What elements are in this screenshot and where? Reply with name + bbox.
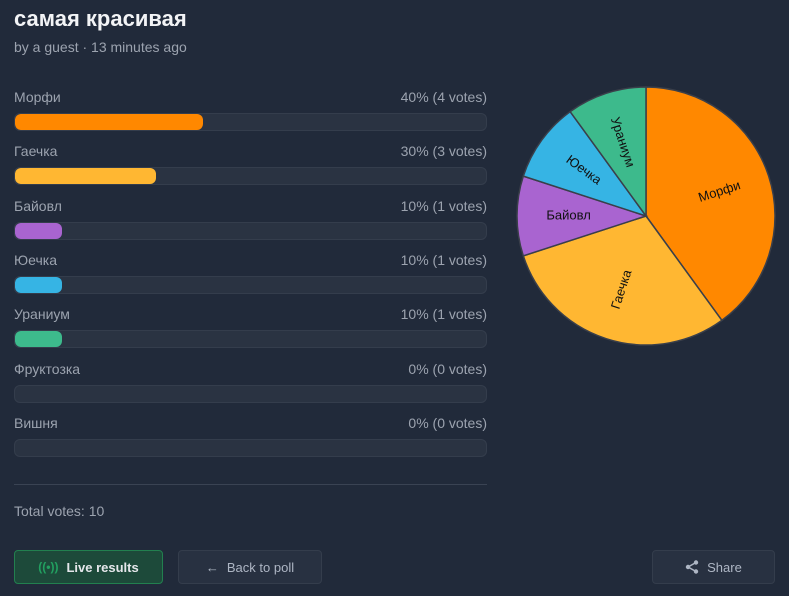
option-result: 10% (1 votes) [400,251,487,268]
poll-option: Гаечка 30% (3 votes) [14,143,487,186]
pie-slice [522,110,648,218]
option-result: 10% (1 votes) [400,306,487,323]
option-label: Ураниум [14,306,70,323]
progress-track [14,167,487,186]
option-label: Байовл [14,197,62,214]
progress-fill [15,222,63,239]
back-to-poll-button[interactable]: ← Back to poll [178,550,322,584]
progress-track [14,113,487,131]
poll-title: самая красивая [14,6,187,31]
poll-option: Вишня 0% (0 votes) [14,415,487,457]
poll-subtitle: by a guest · 13 minutes ago [14,39,187,55]
share-icon [685,560,699,574]
pie-slice [516,175,649,257]
option-result: 30% (3 votes) [400,143,487,160]
option-result: 40% (4 votes) [400,89,487,105]
poll-option: Юечка 10% (1 votes) [14,252,487,294]
pie-slice [522,215,723,346]
option-label: Вишня [14,414,58,431]
divider [14,484,487,485]
broadcast-icon: ((•)) [38,560,59,574]
option-label: Морфи [14,89,61,105]
poll-option: Фруктозка 0% (0 votes) [14,361,487,403]
progress-fill [15,168,157,185]
option-result: 0% (0 votes) [408,360,487,377]
progress-track [14,275,487,294]
poll-option: Ураниум 10% (1 votes) [14,306,487,349]
pie-slice [645,86,776,322]
progress-track [14,330,487,349]
progress-fill [15,276,63,293]
progress-fill [15,331,63,348]
progress-fill [15,114,204,130]
option-label: Гаечка [14,143,58,160]
live-results-button[interactable]: ((•)) Live results [14,550,163,584]
option-result: 0% (0 votes) [408,414,487,431]
progress-track [14,384,487,403]
pie-label: Байовл [546,207,590,222]
poll-option: Морфи 40% (4 votes) [14,89,487,131]
share-button[interactable]: Share [652,550,775,584]
progress-track [14,438,487,457]
arrow-left-icon: ← [205,559,219,575]
poll-option: Байовл 10% (1 votes) [14,198,487,240]
option-label: Юечка [14,251,57,268]
pie-slice [569,86,647,219]
option-label: Фруктозка [14,360,81,377]
total-votes: Total votes: 10 [14,503,105,519]
progress-track [14,221,487,240]
option-result: 10% (1 votes) [400,197,487,214]
